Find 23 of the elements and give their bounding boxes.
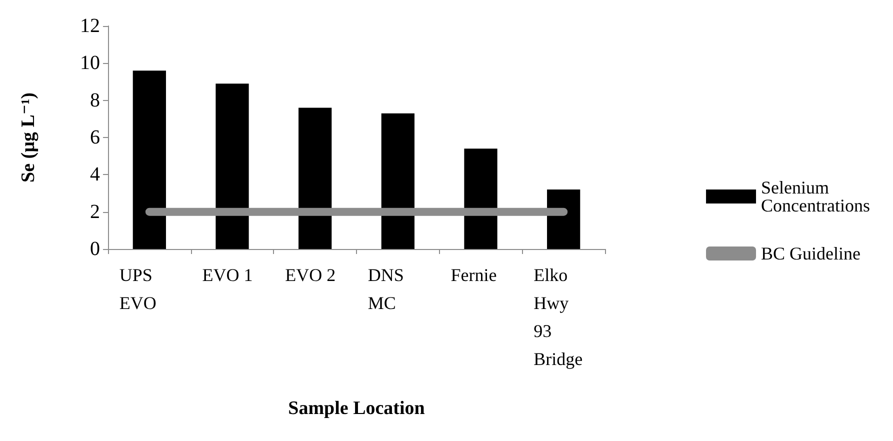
x-tick-label: Fernie [450, 265, 497, 285]
y-tick-label: 4 [90, 164, 100, 186]
y-axis-title: Se (µg L⁻¹) [18, 92, 39, 182]
y-tick-label: 10 [80, 52, 100, 74]
y-tick-label: 8 [90, 89, 100, 112]
y-tick-label: 12 [80, 15, 100, 37]
y-tick-label: 0 [90, 238, 100, 260]
y-tick-label: 6 [90, 126, 100, 148]
legend-label: BC Guideline [761, 244, 861, 264]
legend-label: Selenium Concentrations [761, 178, 870, 216]
x-tick-label: EVO 1 [202, 265, 253, 285]
bar [381, 113, 414, 249]
x-axis-title: Sample Location [288, 398, 426, 419]
y-tick-label: 2 [90, 200, 100, 223]
x-tick-label: UPS EVO [119, 265, 157, 313]
bar [216, 84, 249, 249]
x-tick-label: Elko Hwy 93 Bridge [534, 265, 583, 369]
bar [464, 148, 498, 249]
x-tick-label: EVO 2 [285, 265, 336, 285]
bar [298, 108, 332, 249]
bar [547, 190, 580, 249]
x-tick-label: DNS MC [368, 265, 408, 313]
bar [132, 70, 166, 249]
